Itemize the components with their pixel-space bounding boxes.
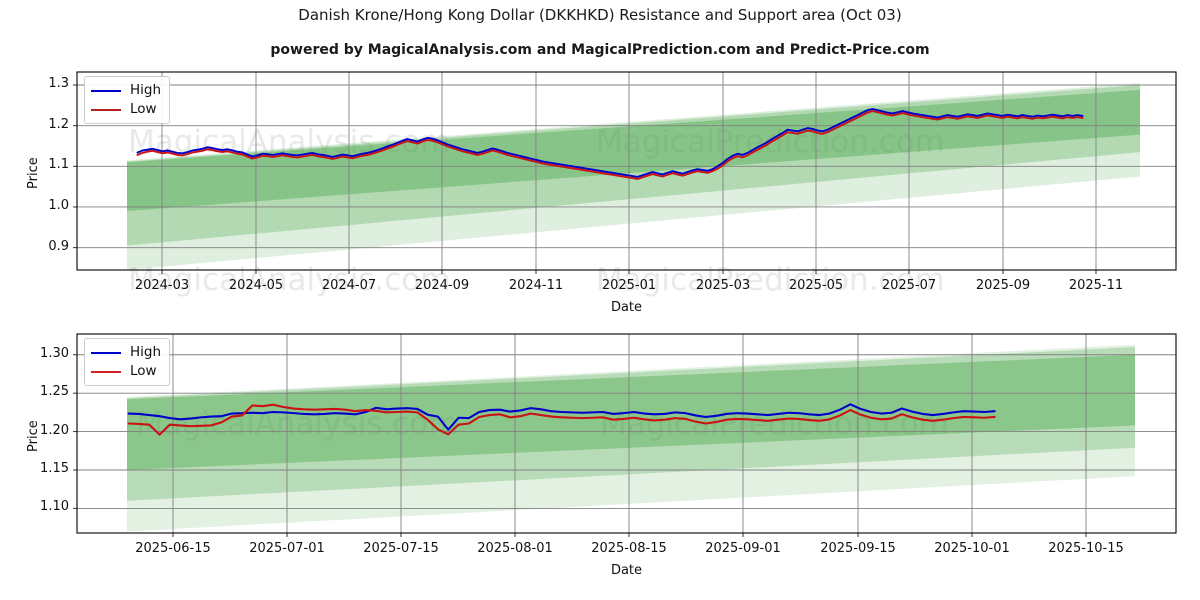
detail-xtick-label-6: 2025-09-15	[820, 541, 896, 556]
overview-band-mid	[127, 85, 1140, 246]
overview-xtick-label-4: 2024-11	[508, 278, 564, 293]
detail-xtick-label-1: 2025-07-01	[249, 541, 325, 556]
detail-ytick-label-2: 1.20	[40, 422, 69, 438]
detail-band-outer	[127, 344, 1135, 532]
page-subtitle: powered by MagicalAnalysis.com and Magic…	[270, 42, 930, 58]
overview-xtick-label-9: 2025-09	[975, 278, 1031, 293]
detail-xtick-label-4: 2025-08-15	[591, 541, 667, 556]
legend-swatch-high-detail	[91, 351, 121, 354]
detail-ytick-label-0: 1.10	[40, 499, 69, 515]
legend-label-low: Low	[130, 101, 157, 117]
overview-xtick-label-8: 2025-07	[881, 278, 937, 293]
detail-band-mid	[127, 347, 1135, 501]
legend-row-high-detail: High	[91, 343, 161, 362]
detail-series-high	[127, 403, 996, 431]
overview-yaxis-label: Price	[26, 157, 41, 189]
detail-xtick-label-5: 2025-09-01	[705, 541, 781, 556]
overview-xtick-label-2: 2024-07	[321, 278, 377, 293]
detail-xtick-label-3: 2025-08-01	[477, 541, 553, 556]
detail-xtick-label-8: 2025-10-15	[1048, 541, 1124, 556]
legend-label-high-detail: High	[130, 344, 162, 360]
overview-xtick-label-3: 2024-09	[414, 278, 470, 293]
legend-label-high: High	[130, 82, 162, 98]
legend-label-low-detail: Low	[130, 363, 157, 379]
page-title: Danish Krone/Hong Kong Dollar (DKKHKD) R…	[298, 6, 902, 24]
overview-ytick-label-4: 1.3	[48, 76, 69, 91]
legend-swatch-low-detail	[91, 370, 121, 373]
legend-row-low: Low	[91, 100, 161, 119]
detail-ytick-label-1: 1.15	[40, 460, 69, 476]
overview-band-inner	[127, 89, 1140, 212]
overview-series-low	[136, 110, 1084, 180]
legend-row-low-detail: Low	[91, 362, 161, 381]
overview-series-high	[136, 108, 1084, 178]
detail-ytick-label-3: 1.25	[40, 384, 69, 400]
overview-axes	[73, 71, 1177, 274]
overview-xtick-label-10: 2025-11	[1068, 278, 1124, 293]
legend-row-high: High	[91, 81, 161, 100]
overview-xtick-label-1: 2024-05	[228, 278, 284, 293]
overview-ytick-label-1: 1.0	[48, 197, 69, 213]
detail-xtick-label-2: 2025-07-15	[363, 541, 439, 556]
detail-plot-frame	[76, 333, 1177, 534]
overview-ytick-label-3: 1.2	[48, 116, 69, 132]
legend-swatch-high	[91, 89, 121, 92]
detail-series-low	[127, 403, 996, 436]
legend-detail: High Low	[84, 338, 171, 386]
overview-xtick-label-7: 2025-05	[788, 278, 844, 293]
overview-ytick-label-2: 1.1	[48, 157, 69, 173]
overview-plot-frame	[76, 71, 1177, 271]
overview-xaxis-label: Date	[610, 300, 643, 315]
detail-support-resistance-bands	[127, 344, 1135, 532]
detail-yaxis-label: Price	[26, 419, 41, 452]
overview-xtick-label-6: 2025-03	[695, 278, 751, 293]
detail-ytick-label-4: 1.30	[40, 345, 69, 361]
overview-xtick-label-0: 2024-03	[134, 278, 190, 293]
legend-overview: High Low	[84, 76, 171, 124]
detail-xaxis-label: Date	[610, 563, 643, 578]
legend-swatch-low	[91, 108, 121, 111]
detail-axes	[73, 333, 1177, 537]
detail-xtick-label-0: 2025-06-15	[135, 541, 211, 556]
overview-ytick-label-0: 0.9	[48, 238, 69, 254]
overview-xtick-label-5: 2025-01	[601, 278, 657, 293]
detail-xtick-label-7: 2025-10-01	[934, 541, 1010, 556]
